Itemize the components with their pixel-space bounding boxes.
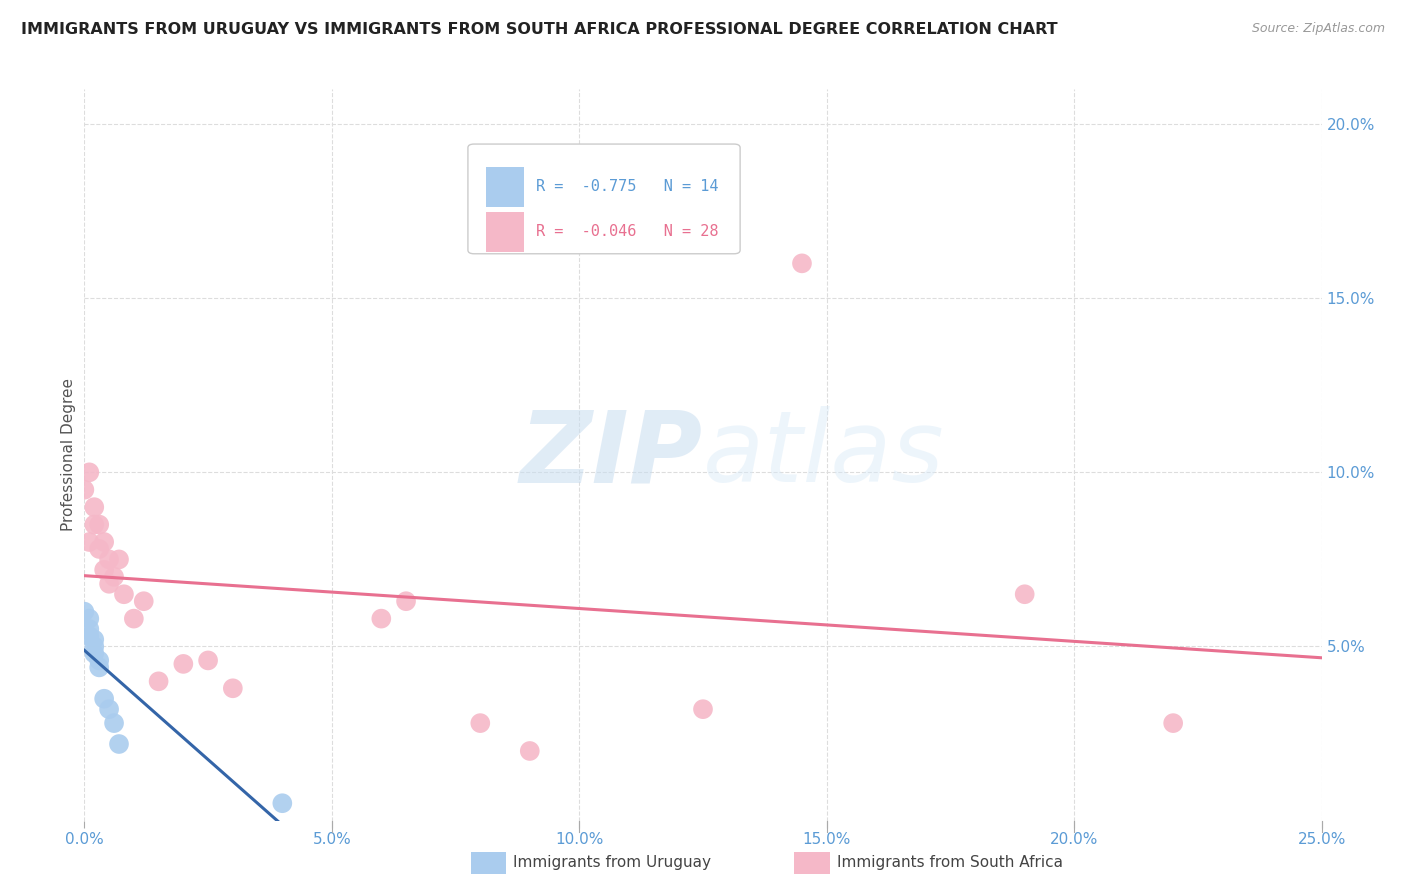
Point	[89, 541, 111, 556]
Point	[89, 653, 111, 667]
Point	[395, 594, 418, 608]
Point	[83, 517, 105, 532]
Point	[89, 517, 111, 532]
Point	[93, 563, 115, 577]
Point	[370, 612, 392, 626]
Point	[519, 744, 541, 758]
Point	[1161, 716, 1184, 731]
Point	[93, 535, 115, 549]
Point	[89, 660, 111, 674]
Point	[108, 737, 131, 751]
Point	[79, 622, 101, 636]
Point	[98, 702, 121, 716]
Text: atlas: atlas	[703, 407, 945, 503]
Text: R =  -0.046   N = 28: R = -0.046 N = 28	[536, 224, 718, 239]
Point	[98, 552, 121, 566]
Point	[148, 674, 170, 689]
Text: ZIP: ZIP	[520, 407, 703, 503]
Point	[83, 640, 105, 654]
Point	[1014, 587, 1036, 601]
Bar	[486, 167, 523, 207]
Point	[103, 716, 125, 731]
Point	[222, 681, 245, 696]
Point	[692, 702, 714, 716]
Bar	[486, 211, 523, 252]
Point	[73, 483, 96, 497]
Point	[132, 594, 155, 608]
Point	[73, 605, 96, 619]
Point	[83, 500, 105, 515]
Point	[83, 647, 105, 661]
Text: IMMIGRANTS FROM URUGUAY VS IMMIGRANTS FROM SOUTH AFRICA PROFESSIONAL DEGREE CORR: IMMIGRANTS FROM URUGUAY VS IMMIGRANTS FR…	[21, 22, 1057, 37]
FancyBboxPatch shape	[468, 144, 740, 253]
Text: R =  -0.775   N = 14: R = -0.775 N = 14	[536, 179, 718, 194]
Point	[112, 587, 135, 601]
Text: Source: ZipAtlas.com: Source: ZipAtlas.com	[1251, 22, 1385, 36]
Point	[470, 716, 492, 731]
Y-axis label: Professional Degree: Professional Degree	[60, 378, 76, 532]
Point	[122, 612, 145, 626]
Point	[172, 657, 194, 671]
Point	[79, 629, 101, 643]
Point	[108, 552, 131, 566]
Point	[79, 612, 101, 626]
Point	[93, 691, 115, 706]
Text: Immigrants from Uruguay: Immigrants from Uruguay	[513, 855, 711, 870]
Point	[103, 570, 125, 584]
Point	[79, 466, 101, 480]
Point	[79, 535, 101, 549]
Point	[197, 653, 219, 667]
Point	[98, 576, 121, 591]
Point	[83, 632, 105, 647]
Point	[790, 256, 813, 270]
Point	[271, 796, 294, 810]
Text: Immigrants from South Africa: Immigrants from South Africa	[837, 855, 1063, 870]
